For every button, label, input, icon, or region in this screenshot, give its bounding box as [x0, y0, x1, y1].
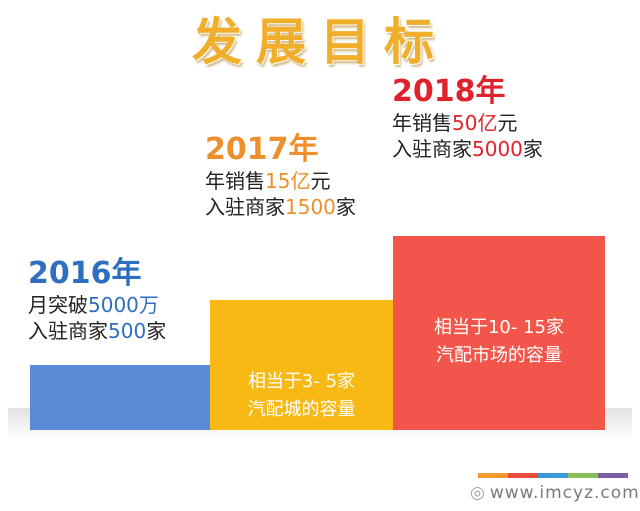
annotation-line: 年销售50亿元	[392, 110, 543, 136]
footer-strip-segment	[478, 473, 508, 478]
annotation-text: 家	[335, 195, 356, 219]
annotation-2: 2017年 年销售15亿元 入驻商家1500家	[205, 132, 356, 220]
highlight-value: 15亿	[265, 169, 311, 193]
bar-label-line: 汽配市场的容量	[436, 344, 562, 366]
bar-label-line: 汽配城的容量	[247, 399, 356, 421]
annotation-1: 2016年 月突破5000万 入驻商家500家	[28, 256, 166, 344]
bar-2	[210, 300, 393, 430]
bar-label-line: 相当于10- 15家	[433, 316, 565, 338]
annotation-text: 入驻商家	[392, 137, 472, 161]
footer-url-text: www.imcyz.com	[489, 483, 640, 503]
highlight-value: 500	[108, 319, 147, 343]
bar-1	[30, 365, 210, 430]
footer-strip-segment	[508, 473, 538, 478]
annotation-line: 入驻商家500家	[28, 318, 166, 344]
footer-url: ◎ www.imcyz.com	[470, 483, 639, 503]
bar-label-3: 相当于10- 15家 汽配市场的容量	[393, 314, 605, 370]
annotation-text: 年销售	[205, 169, 265, 193]
annotation-text: 元	[310, 169, 331, 193]
bar-label-line: 相当于3- 5家	[247, 371, 356, 393]
annotation-text: 元	[497, 111, 518, 135]
highlight-value: 5000	[472, 137, 523, 161]
bar-3	[393, 235, 605, 430]
highlight-value: 5000万	[88, 293, 159, 317]
year-label: 2016年	[28, 256, 142, 291]
globe-icon: ◎	[470, 483, 486, 503]
year-label: 2018年	[392, 74, 506, 109]
bar-label-2: 相当于3- 5家 汽配城的容量	[210, 368, 393, 424]
highlight-value: 1500	[285, 195, 336, 219]
highlight-value: 50亿	[452, 111, 498, 135]
year-label: 2017年	[205, 132, 319, 167]
annotation-line: 入驻商家5000家	[392, 136, 543, 162]
annotation-text: 入驻商家	[205, 195, 285, 219]
annotation-text: 年销售	[392, 111, 452, 135]
annotation-text: 家	[146, 319, 167, 343]
footer-strip-segment	[538, 473, 568, 478]
annotation-text: 月突破	[28, 293, 88, 317]
annotation-line: 月突破5000万	[28, 292, 166, 318]
footer-strip-segment	[598, 473, 628, 478]
annotation-text: 入驻商家	[28, 319, 108, 343]
annotation-3: 2018年 年销售50亿元 入驻商家5000家	[392, 74, 543, 162]
annotation-line: 年销售15亿元	[205, 168, 356, 194]
annotation-line: 入驻商家1500家	[205, 194, 356, 220]
annotation-text: 家	[522, 137, 543, 161]
footer-strip-segment	[568, 473, 598, 478]
page-title: 发展目标	[192, 12, 448, 71]
